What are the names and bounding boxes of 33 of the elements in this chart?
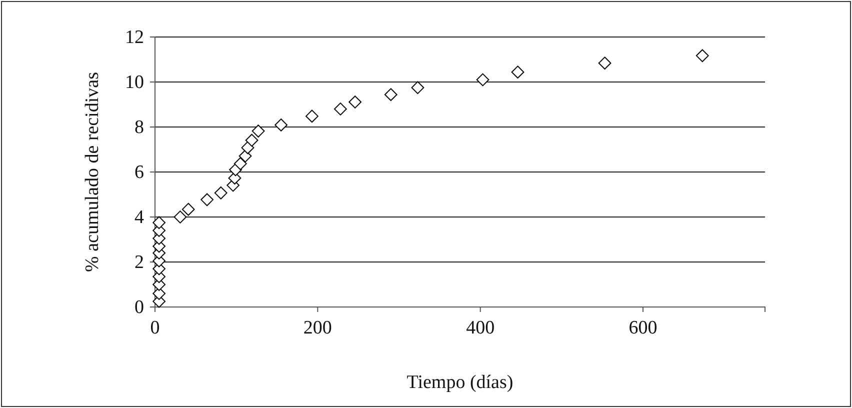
- point: [200, 193, 214, 206]
- point: [348, 96, 362, 108]
- x-axis-title: Tiempo (días): [406, 372, 514, 393]
- point: [334, 102, 347, 116]
- y-tick-label: 6: [134, 162, 144, 184]
- point: [214, 186, 228, 200]
- y-tick-label: 0: [134, 297, 144, 318]
- x-tick-label: 600: [628, 317, 658, 338]
- point: [252, 124, 265, 138]
- point: [306, 110, 318, 123]
- y-axis-title: % acumulado de recidivas: [82, 72, 103, 272]
- point: [598, 56, 612, 70]
- y-tick-label: 10: [125, 72, 144, 94]
- point: [476, 73, 490, 86]
- point: [696, 49, 709, 62]
- x-tick-label: 200: [303, 317, 332, 338]
- point: [174, 210, 187, 224]
- point: [152, 216, 166, 230]
- point: [245, 134, 258, 147]
- point: [182, 202, 195, 216]
- point: [274, 118, 288, 132]
- y-tick-label: 2: [134, 252, 144, 274]
- y-tick-label: 4: [134, 207, 144, 228]
- point: [234, 157, 247, 170]
- point: [152, 287, 166, 300]
- y-tick-label: 12: [125, 27, 144, 48]
- y-tick-label: 8: [134, 117, 144, 138]
- x-tick-label: 0: [150, 317, 160, 338]
- point: [511, 66, 524, 79]
- point: [411, 81, 424, 94]
- point: [241, 141, 254, 154]
- x-tick-label: 400: [466, 317, 495, 338]
- point: [384, 88, 398, 102]
